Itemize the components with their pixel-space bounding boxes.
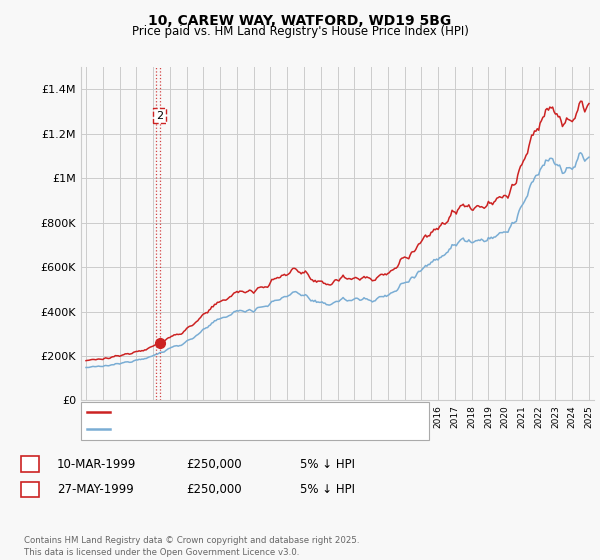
Text: 10, CAREW WAY, WATFORD, WD19 5BG (detached house): 10, CAREW WAY, WATFORD, WD19 5BG (detach… (114, 407, 414, 417)
Text: Price paid vs. HM Land Registry's House Price Index (HPI): Price paid vs. HM Land Registry's House … (131, 25, 469, 38)
Text: 1: 1 (26, 458, 34, 471)
Text: HPI: Average price, detached house, Three Rivers: HPI: Average price, detached house, Thre… (114, 424, 373, 434)
Text: Contains HM Land Registry data © Crown copyright and database right 2025.
This d: Contains HM Land Registry data © Crown c… (24, 536, 359, 557)
Text: 27-MAY-1999: 27-MAY-1999 (57, 483, 134, 496)
Text: 2: 2 (26, 483, 34, 496)
Text: £250,000: £250,000 (186, 483, 242, 496)
Text: £250,000: £250,000 (186, 458, 242, 471)
Text: 2: 2 (156, 110, 163, 120)
Text: 10-MAR-1999: 10-MAR-1999 (57, 458, 136, 471)
Text: 5% ↓ HPI: 5% ↓ HPI (300, 458, 355, 471)
Text: 5% ↓ HPI: 5% ↓ HPI (300, 483, 355, 496)
Text: 10, CAREW WAY, WATFORD, WD19 5BG: 10, CAREW WAY, WATFORD, WD19 5BG (148, 14, 452, 28)
